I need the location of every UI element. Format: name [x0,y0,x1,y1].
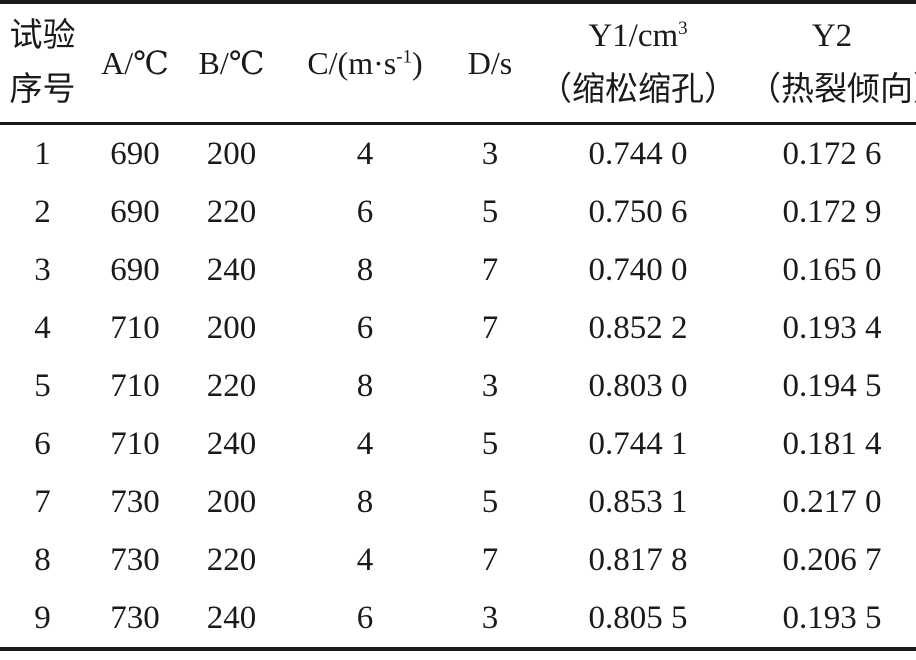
cell-a: 690 [110,135,160,172]
header-row: 试验 序号 A/℃ B/℃ C/(m·s-1) D/s Y1/cm3 （缩松缩孔… [0,2,916,125]
cell-c: 8 [356,483,374,520]
cell-b: 220 [206,367,257,404]
cell-y1: 0.750 6 [588,193,688,230]
header-test-no-line1: 试验 [9,18,76,54]
cell-a: 710 [110,367,160,404]
cell-a: 690 [110,251,160,288]
header-factor-a: A/℃ [85,2,185,125]
cell-y1: 0.803 0 [588,367,688,404]
cell-y1: 0.744 0 [588,135,688,172]
cell-y2: 0.181 4 [782,425,882,462]
cell-a: 710 [110,309,160,346]
cell-y1: 0.805 5 [588,599,688,636]
cell-d: 5 [481,425,499,462]
table-row: 1 690 200 4 3 0.744 0 0.172 6 [0,124,916,184]
cell-c: 4 [356,541,374,578]
header-factor-c-unit: C/(m·s [307,44,397,81]
header-y1-unit-line: Y1/cm3 [588,18,688,54]
cell-b: 240 [206,425,257,462]
cell-d: 7 [481,541,499,578]
table-row: 9 730 240 6 3 0.805 5 0.193 5 [0,589,916,649]
cell-test-no: 5 [34,367,51,404]
cell-c: 8 [356,367,374,404]
table-row: 5 710 220 8 3 0.803 0 0.194 5 [0,357,916,415]
header-response-y2: Y2 （热裂倾向） [748,2,916,125]
cell-test-no: 6 [34,425,51,462]
cell-d: 3 [481,135,499,172]
cell-y1: 0.853 1 [588,483,688,520]
cell-a: 710 [110,425,160,462]
header-y2-label: Y2 [811,18,853,54]
cell-test-no: 4 [34,309,51,346]
cell-test-no: 9 [34,599,51,636]
header-factor-d: D/s [452,2,528,125]
header-factor-c-exponent: -1 [396,45,413,67]
cell-test-no: 7 [34,483,51,520]
cell-y2: 0.217 0 [782,483,882,520]
cell-test-no: 2 [34,193,51,230]
cell-y2: 0.165 0 [782,251,882,288]
cell-test-no: 3 [34,251,51,288]
cell-y1: 0.852 2 [588,309,688,346]
cell-y2: 0.193 4 [782,309,882,346]
cell-b: 220 [206,193,257,230]
cell-c: 6 [356,309,374,346]
cell-d: 3 [481,599,499,636]
header-y1-description: （缩松缩孔） [539,72,737,108]
table-row: 8 730 220 4 7 0.817 8 0.206 7 [0,531,916,589]
cell-d: 3 [481,367,499,404]
cell-y2: 0.172 9 [782,193,882,230]
header-factor-c: C/(m·s-1) [278,2,452,125]
cell-b: 200 [206,309,257,346]
cell-a: 730 [110,541,160,578]
table-row: 7 730 200 8 5 0.853 1 0.217 0 [0,473,916,531]
header-response-y1: Y1/cm3 （缩松缩孔） [528,2,748,125]
cell-a: 730 [110,483,160,520]
cell-y1: 0.744 1 [588,425,688,462]
cell-y2: 0.193 5 [782,599,882,636]
cell-b: 220 [206,541,257,578]
cell-y1: 0.817 8 [588,541,688,578]
cell-test-no: 8 [34,541,51,578]
cell-c: 4 [356,135,374,172]
table-row: 4 710 200 6 7 0.852 2 0.193 4 [0,299,916,357]
cell-b: 240 [206,251,257,288]
cell-y2: 0.194 5 [782,367,882,404]
table-row: 2 690 220 6 5 0.750 6 0.172 9 [0,183,916,241]
cell-d: 5 [481,483,499,520]
cell-b: 200 [206,483,257,520]
cell-c: 8 [356,251,374,288]
cell-y2: 0.206 7 [782,541,882,578]
cell-d: 7 [481,251,499,288]
table-row: 3 690 240 8 7 0.740 0 0.165 0 [0,241,916,299]
table-body: 1 690 200 4 3 0.744 0 0.172 6 2 690 220 … [0,124,916,650]
table-header: 试验 序号 A/℃ B/℃ C/(m·s-1) D/s Y1/cm3 （缩松缩孔… [0,2,916,125]
header-factor-c-close: ) [412,44,423,81]
cell-c: 6 [356,599,374,636]
header-test-no-line2: 序号 [9,72,76,108]
cell-c: 6 [356,193,374,230]
cell-test-no: 1 [34,135,51,172]
cell-y1: 0.740 0 [588,251,688,288]
header-y2-description: （热裂倾向） [748,72,916,108]
cell-y2: 0.172 6 [782,135,882,172]
header-factor-b: B/℃ [185,2,278,125]
header-y1-exponent: 3 [678,18,688,39]
cell-d: 5 [481,193,499,230]
cell-a: 730 [110,599,160,636]
cell-a: 690 [110,193,160,230]
cell-c: 4 [356,425,374,462]
cell-b: 240 [206,599,257,636]
cell-d: 7 [481,309,499,346]
cell-b: 200 [206,135,257,172]
table-row: 6 710 240 4 5 0.744 1 0.181 4 [0,415,916,473]
header-test-no: 试验 序号 [0,2,85,125]
